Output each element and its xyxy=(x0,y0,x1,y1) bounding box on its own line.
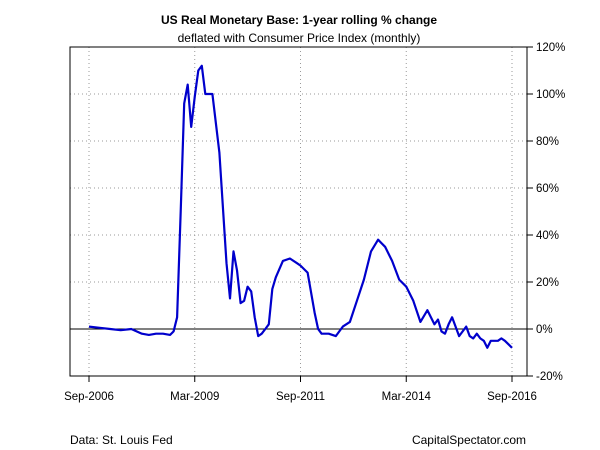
y-tick-label: 100% xyxy=(536,89,565,101)
grid xyxy=(70,46,527,377)
chart-subtitle: deflated with Consumer Price Index (mont… xyxy=(178,31,421,45)
y-axis: -20% 0% 20% 40% 60% 80% 100% 120% xyxy=(527,42,565,383)
plot-frame xyxy=(69,46,528,377)
x-tick-label: Sep-2011 xyxy=(276,391,325,403)
y-tick-label: 80% xyxy=(536,136,559,148)
source-note: Data: St. Louis Fed xyxy=(70,433,173,447)
series-line xyxy=(88,64,513,349)
y-tick-label: 120% xyxy=(536,42,565,54)
x-tick-label: Sep-2006 xyxy=(64,391,114,403)
y-tick-label: -20% xyxy=(536,371,563,383)
x-tick-label: Sep-2016 xyxy=(487,391,537,403)
y-tick-label: 60% xyxy=(536,183,559,195)
y-tick-label: 40% xyxy=(536,230,559,242)
series-line-path xyxy=(88,64,513,349)
x-axis: Sep-2006 Mar-2009 Sep-2011 Mar-2014 Sep-2016 xyxy=(64,376,537,403)
y-tick-label: 0% xyxy=(536,324,553,336)
brand-label: CapitalSpectator.com xyxy=(412,433,526,447)
chart-title: US Real Monetary Base: 1-year rolling % … xyxy=(161,13,437,27)
x-tick-label: Mar-2009 xyxy=(170,391,219,403)
y-tick-label: 20% xyxy=(536,277,559,289)
x-tick-label: Mar-2014 xyxy=(382,391,432,403)
